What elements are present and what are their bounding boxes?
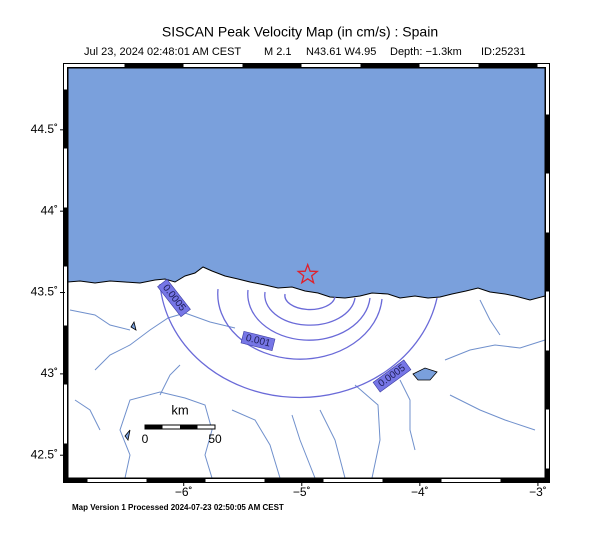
rivers	[69, 299, 546, 479]
lon-tick-label: −6˚	[175, 485, 193, 499]
contours	[159, 283, 438, 399]
epicenter-star	[296, 262, 319, 285]
marks	[296, 262, 319, 285]
ticks: −6˚ −5˚ −4˚ −3˚ 42.5˚ 43˚ 43.5˚ 44˚ 44.5˚	[31, 122, 547, 499]
lat-tick-label: 43.5˚	[31, 285, 58, 299]
lon-tick-label: −5˚	[293, 485, 311, 499]
lat-tick-label: 42.5˚	[31, 447, 58, 461]
scale-unit: km	[171, 402, 188, 417]
frame	[63, 63, 550, 483]
subtitle-location: N43.61 W4.95	[306, 46, 376, 58]
subtitle-date: Jul 23, 2024 02:48:01 AM CEST	[84, 46, 241, 58]
scale-label: 50	[208, 432, 222, 446]
contour-label: 0.001	[240, 330, 276, 352]
subtitle-id: ID:25231	[481, 46, 526, 58]
lon-tick-label: −4˚	[411, 485, 429, 499]
scale-label: 0	[142, 432, 149, 446]
title: SISCAN Peak Velocity Map (in cm/s) : Spa…	[162, 24, 438, 40]
lon-tick-label: −3˚	[529, 485, 547, 499]
subtitle: Jul 23, 2024 02:48:01 AM CEST M 2.1 N43.…	[84, 46, 526, 58]
sea	[67, 67, 546, 301]
footer: Map Version 1 Processed 2024-07-23 02:50…	[72, 503, 284, 512]
lat-tick-label: 43˚	[41, 366, 58, 380]
subtitle-magnitude: M 2.1	[264, 46, 292, 58]
subtitle-depth: Depth: −1.3km	[390, 46, 462, 58]
scale-bar: km 0 50	[142, 402, 222, 446]
lat-tick-label: 44.5˚	[31, 122, 58, 136]
lat-tick-label: 44˚	[41, 203, 58, 217]
